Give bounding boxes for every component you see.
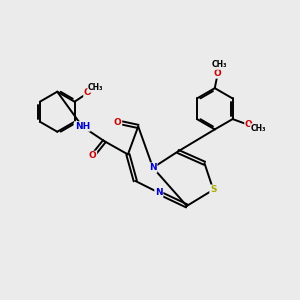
Text: O: O: [114, 118, 122, 127]
Text: O: O: [214, 69, 222, 78]
Text: O: O: [245, 121, 253, 130]
Text: CH₃: CH₃: [212, 60, 227, 69]
Text: N: N: [155, 188, 163, 197]
Text: O: O: [84, 88, 92, 98]
Text: NH: NH: [75, 122, 90, 131]
Text: N: N: [149, 163, 157, 172]
Text: O: O: [89, 152, 97, 160]
Text: S: S: [210, 185, 217, 194]
Text: CH₃: CH₃: [88, 83, 103, 92]
Text: CH₃: CH₃: [251, 124, 266, 133]
